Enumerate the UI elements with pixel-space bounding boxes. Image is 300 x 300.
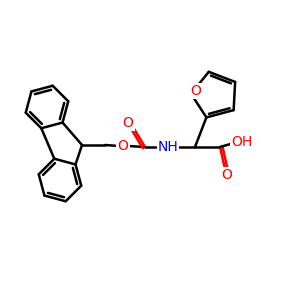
Text: O: O [222,168,232,182]
Text: NH: NH [158,140,178,154]
Text: O: O [123,116,134,130]
Text: O: O [118,139,128,153]
Text: O: O [190,84,202,98]
Text: OH: OH [231,135,253,149]
